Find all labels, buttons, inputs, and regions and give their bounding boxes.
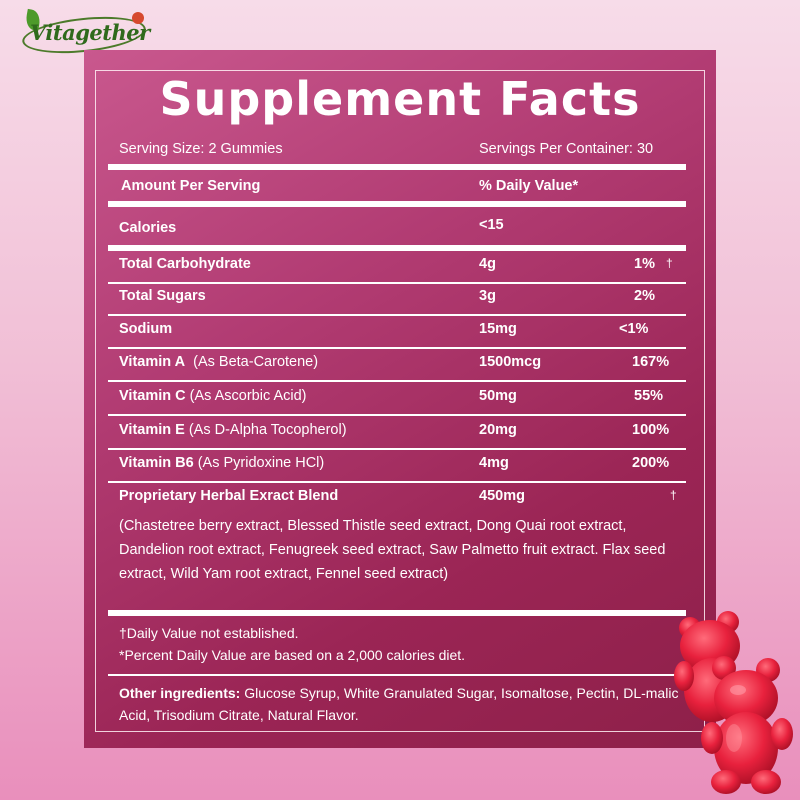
- gummy-bears-image: [674, 611, 793, 794]
- gummy-bear-front: [701, 656, 793, 794]
- header-daily-value: % Daily Value*: [479, 178, 579, 194]
- blend-ingredients: (Chastetree berry extract, Blessed Thist…: [119, 518, 666, 582]
- other-ingredients-label: Other ingredients:: [119, 685, 241, 701]
- divider-thin: [108, 347, 686, 349]
- nutrient-amount: 4g: [479, 256, 496, 272]
- page-title: Supplement Facts: [159, 72, 641, 126]
- blend-amount: 450mg: [479, 488, 525, 504]
- logo-dot-icon: [132, 12, 144, 24]
- servings-per-container: Servings Per Container: 30: [479, 141, 654, 157]
- nutrient-name: Vitamin B6: [119, 455, 194, 471]
- nutrient-amount: 3g: [479, 288, 496, 304]
- nutrient-dv: 100%: [632, 422, 670, 438]
- other-ingredients-text: Glucose Syrup, White Granulated Sugar, I…: [119, 685, 679, 723]
- divider-thin: [108, 414, 686, 416]
- calories-label: Calories: [119, 220, 177, 236]
- divider-thin: [108, 380, 686, 382]
- divider-thin: [108, 282, 686, 284]
- blend-name: Proprietary Herbal Exract Blend: [119, 488, 339, 504]
- nutrient-name: Total Carbohydrate: [119, 256, 251, 272]
- nutrient-amount: 20mg: [479, 422, 517, 438]
- divider-thick: [108, 245, 686, 251]
- divider-thick: [108, 610, 686, 616]
- nutrient-dv: <1%: [619, 321, 649, 337]
- calories-amount: <15: [479, 217, 504, 233]
- divider-thick: [108, 201, 686, 207]
- nutrient-amount: 50mg: [479, 388, 517, 404]
- nutrient-dv: 1%: [634, 256, 655, 272]
- nutrient-name: Vitamin A: [119, 354, 186, 370]
- nutrient-dv: 2%: [634, 288, 655, 304]
- supplement-facts-panel: Supplement Facts Serving Size: 2 Gummies…: [84, 50, 716, 748]
- nutrient-amount: 1500mcg: [479, 354, 542, 370]
- logo-text: Vitagether: [30, 20, 150, 45]
- nutrient-source: (As Beta-Carotene): [193, 354, 319, 370]
- nutrient-name: Vitamin E: [119, 422, 185, 438]
- divider-thin: [108, 448, 686, 450]
- nutrient-row-label: Vitamin E (As D-Alpha Tocopherol): [119, 422, 347, 438]
- nutrient-row-label: Vitamin B6 (As Pyridoxine HCl): [119, 455, 324, 471]
- serving-size: Serving Size: 2 Gummies: [119, 141, 283, 157]
- nutrient-dv: 167%: [632, 354, 670, 370]
- other-ingredients: Other ingredients: Glucose Syrup, White …: [119, 682, 679, 726]
- divider-thin: [108, 314, 686, 316]
- nutrient-source: (As Ascorbic Acid): [189, 388, 307, 404]
- nutrient-name: Total Sugars: [119, 288, 206, 304]
- nutrient-dv: 200%: [632, 455, 670, 471]
- footnote-percent: *Percent Daily Value are based on a 2,00…: [119, 647, 466, 663]
- nutrient-source: (As D-Alpha Tocopherol): [188, 422, 347, 438]
- divider-thick: [108, 164, 686, 170]
- nutrient-name: Vitamin C: [119, 388, 186, 404]
- nutrient-dv: 55%: [634, 388, 664, 404]
- nutrient-amount: 4mg: [479, 455, 509, 471]
- nutrient-row-label: Vitamin C (As Ascorbic Acid): [119, 388, 306, 404]
- dagger-mark: †: [670, 488, 677, 502]
- nutrient-name: Sodium: [119, 321, 173, 337]
- divider-thin: [108, 481, 686, 483]
- divider-thin: [108, 674, 686, 676]
- brand-logo: Vitagether: [20, 8, 150, 59]
- nutrient-row-label: Vitamin A (As Beta-Carotene): [119, 354, 318, 370]
- dagger-mark: †: [666, 256, 673, 270]
- footnote-dagger: †Daily Value not established.: [119, 625, 299, 641]
- header-amount: Amount Per Serving: [121, 178, 261, 194]
- nutrient-source: (As Pyridoxine HCl): [197, 455, 325, 471]
- panel-frame: [95, 70, 705, 732]
- nutrient-amount: 15mg: [479, 321, 517, 337]
